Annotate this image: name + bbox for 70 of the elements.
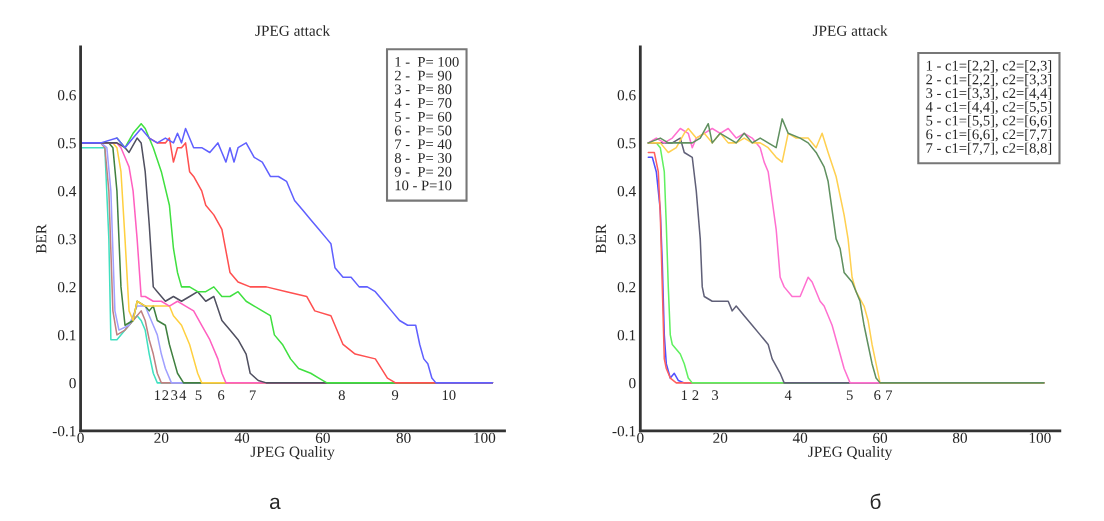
y-tick-label: 0.1 <box>617 330 636 341</box>
annotation: 9 - P= 20 <box>394 166 452 177</box>
annotation: 6 <box>874 390 881 401</box>
annotation: 7 <box>886 390 893 400</box>
annotation: 7 - P= 40 <box>395 139 452 150</box>
y-tick-label: 0.5 <box>57 138 76 149</box>
annotation: 1 - P= 100 <box>395 56 459 67</box>
annotation: 3 <box>712 390 719 401</box>
y-tick-label: 0 <box>69 378 76 389</box>
annotation: 4 - P= 70 <box>394 98 452 108</box>
annotation: 1 <box>681 390 688 400</box>
x-axis-title: JPEG Quality <box>250 446 335 461</box>
annotation: 1 - c1=[2,2], c2=[2,3] <box>926 60 1052 73</box>
y-tick-label: 0.3 <box>57 234 76 245</box>
y-tick-label: 0 <box>629 378 636 389</box>
x-tick-label: 100 <box>1029 432 1051 444</box>
annotation: 9 <box>391 390 399 401</box>
annotation: 10 <box>442 390 456 401</box>
y-tick-label: -0.1 <box>52 426 76 437</box>
annotation: 3 <box>171 390 178 401</box>
y-tick-label: 0.6 <box>57 90 76 101</box>
annotation: 2 - c1=[2,2], c2=[3,3] <box>926 74 1052 87</box>
annotation: 7 - c1=[7,7], c2=[8,8] <box>926 142 1052 156</box>
y-tick-label: 0.5 <box>617 138 636 149</box>
x-tick-label: 40 <box>234 432 250 444</box>
x-tick-label: 40 <box>792 432 808 444</box>
x-tick-label: 100 <box>474 432 496 444</box>
annotation: 5 <box>846 390 853 401</box>
y-tick-label: 0.2 <box>57 282 76 293</box>
x-tick-label: 60 <box>315 432 330 444</box>
annotation: 7 <box>249 390 256 400</box>
x-axis-title: JPEG Quality <box>808 446 893 461</box>
y-tick-label: 0.6 <box>617 90 636 101</box>
annotation: 5 <box>195 390 202 401</box>
y-tick-label: 0.1 <box>57 330 76 341</box>
y-tick-label: -0.1 <box>612 426 636 437</box>
x-tick-label: 0 <box>637 432 644 444</box>
annotation: 2 <box>692 390 699 400</box>
x-tick-label: 60 <box>873 432 888 444</box>
annotation: 5 - P= 60 <box>395 111 452 122</box>
annotation: 3 - P= 80 <box>395 84 452 95</box>
x-tick-label: 80 <box>952 432 968 444</box>
chart-title: JPEG attack <box>812 25 888 36</box>
annotation: 3 - c1=[3,3], c2=[4,4] <box>926 87 1052 101</box>
chart-title: JPEG attack <box>255 25 331 36</box>
y-axis-title: BER <box>36 224 47 254</box>
text: б <box>870 493 881 510</box>
annotation: 2 <box>162 390 169 400</box>
annotation: 6 <box>218 390 225 401</box>
annotation: 5 - c1=[5,5], c2=[6,6] <box>926 115 1052 128</box>
annotation: 8 - P= 30 <box>394 153 452 163</box>
annotation: 10 - P=10 <box>395 180 452 191</box>
x-tick-label: 20 <box>154 432 169 444</box>
y-tick-label: 0.4 <box>57 186 77 197</box>
x-tick-label: 20 <box>713 432 728 444</box>
annotation: 1 <box>154 390 161 400</box>
y-tick-label: 0.4 <box>617 186 636 197</box>
annotation: 2 - P= 90 <box>394 70 452 81</box>
y-tick-label: 0.3 <box>617 234 636 245</box>
annotation: 6 - c1=[6,6], c2=[7,7] <box>926 128 1052 142</box>
annotation: 4 <box>784 390 792 400</box>
x-tick-label: 0 <box>77 432 84 444</box>
annotation: 6 - P= 50 <box>394 125 452 136</box>
y-tick-label: 0.2 <box>617 282 636 293</box>
text: а <box>269 497 281 510</box>
y-axis-title: BER <box>595 224 606 254</box>
annotation: 8 <box>338 390 345 401</box>
annotation: 4 <box>179 390 187 400</box>
annotation: 4 - c1=[4,4], c2=[5,5] <box>925 101 1052 114</box>
x-tick-label: 80 <box>396 432 411 444</box>
